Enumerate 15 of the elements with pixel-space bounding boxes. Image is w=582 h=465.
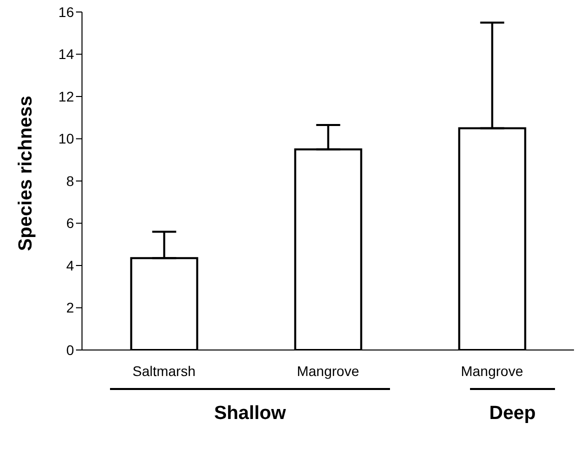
y-tick-label: 4 <box>66 257 74 274</box>
y-tick-label: 0 <box>66 342 74 358</box>
y-tick-label: 2 <box>66 300 74 316</box>
x-tick-label: Mangrove <box>460 362 524 379</box>
text: Deep <box>488 403 537 425</box>
y-tick-label: 8 <box>66 172 74 189</box>
y-axis-title: Species richness <box>16 96 37 251</box>
y-tick-label: 10 <box>58 130 74 147</box>
y-tick-label: 16 <box>58 4 74 20</box>
y-tick-label: 6 <box>66 215 74 232</box>
y-tick-label: 14 <box>58 46 74 62</box>
y-tick-label: 12 <box>58 88 74 104</box>
x-tick-label: Saltmarsh <box>132 362 196 379</box>
x-tick-label: Mangrove <box>296 362 360 379</box>
text: Shallow <box>213 403 287 425</box>
